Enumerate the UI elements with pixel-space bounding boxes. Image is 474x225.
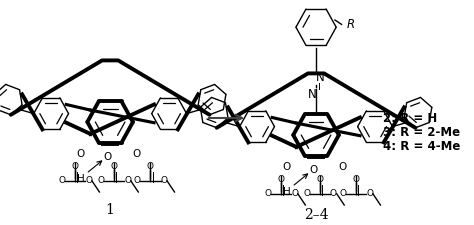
Text: 2–4: 2–4 — [304, 208, 328, 222]
Text: O: O — [283, 162, 291, 172]
Text: O: O — [309, 165, 318, 175]
Text: O: O — [160, 176, 167, 185]
Text: O: O — [339, 162, 347, 172]
Text: O: O — [317, 175, 324, 184]
Text: O: O — [330, 189, 337, 198]
Text: N: N — [308, 88, 317, 101]
Text: H: H — [77, 174, 84, 184]
Text: O: O — [147, 162, 154, 171]
Text: O: O — [110, 162, 118, 171]
Text: O: O — [353, 175, 360, 184]
Text: 3: R = 2-Me: 3: R = 2-Me — [383, 126, 460, 139]
Text: N: N — [316, 71, 325, 84]
Text: 2: R = H: 2: R = H — [383, 112, 438, 124]
Text: O: O — [134, 176, 140, 185]
Text: O: O — [124, 176, 131, 185]
Text: 1: 1 — [106, 203, 115, 217]
Text: O: O — [339, 189, 346, 198]
Text: O: O — [291, 189, 298, 198]
Text: O: O — [58, 176, 65, 185]
Text: O: O — [366, 189, 373, 198]
Text: O: O — [303, 189, 310, 198]
Text: H: H — [283, 187, 291, 197]
Text: 4: R = 4-Me: 4: R = 4-Me — [383, 140, 460, 153]
Text: R: R — [347, 18, 355, 31]
Text: O: O — [103, 152, 111, 162]
Text: O: O — [85, 176, 92, 185]
Text: O: O — [97, 176, 104, 185]
Text: O: O — [133, 149, 141, 159]
Text: O: O — [264, 189, 271, 198]
Text: O: O — [72, 162, 79, 171]
Text: O: O — [76, 149, 85, 159]
Text: O: O — [278, 175, 285, 184]
